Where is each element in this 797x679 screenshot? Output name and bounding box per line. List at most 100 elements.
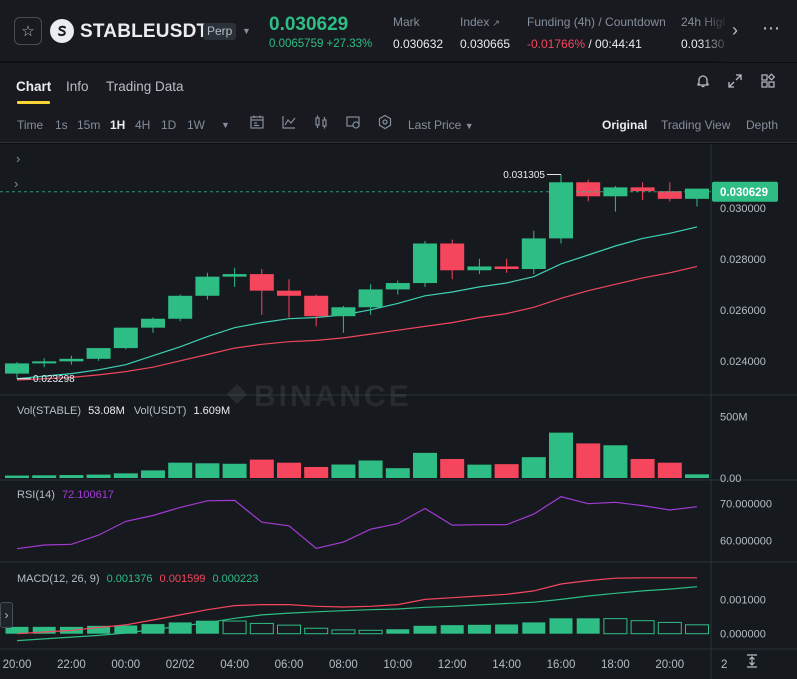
volume-bar [494, 464, 519, 478]
candle-body [113, 327, 138, 349]
candle-body [440, 243, 465, 271]
external-link-icon[interactable]: ↗ [492, 18, 500, 28]
view-trading-view[interactable]: Trading View [661, 118, 731, 132]
timeframe-15m[interactable]: 15m [77, 118, 101, 132]
chart-area[interactable]: BINANCE 0.030629 0.031305 0.023298 0.03000… [0, 144, 797, 679]
timeframe-1s[interactable]: 1s [55, 118, 68, 132]
more-icon[interactable]: ⋯ [762, 18, 781, 38]
price-axis-tick: 0.030000 [720, 203, 766, 215]
volume-bar [222, 463, 247, 478]
candle-body [277, 290, 301, 296]
contract-type-badge: Perp [203, 23, 237, 40]
candle-body [249, 274, 274, 291]
macd-hist-bar [358, 629, 383, 635]
candle [168, 294, 193, 322]
macd-signal-line [16, 586, 698, 642]
tab-info[interactable]: Info [66, 79, 89, 94]
price-type-select[interactable]: Last Price ▼ [408, 118, 474, 132]
view-depth[interactable]: Depth [746, 118, 779, 132]
candle [549, 174, 573, 244]
volume-bar [113, 473, 138, 478]
collapse-chevron-icon[interactable]: › [16, 151, 21, 166]
candle [113, 327, 138, 350]
candle-body [467, 266, 492, 271]
candle-body [549, 182, 573, 239]
time-axis-tick: 06:00 [275, 659, 304, 671]
candle [576, 179, 601, 202]
macd-axis-tick: 0.000000 [720, 629, 766, 641]
candle [86, 348, 111, 361]
time-axis-tick: 08:00 [329, 659, 358, 671]
candle-body [195, 276, 220, 296]
volume-axis-tick: 0.00 [720, 473, 741, 485]
timeframe-more-chevron-icon[interactable]: ▼ [221, 120, 230, 130]
hexagon-settings-icon[interactable] [377, 114, 393, 134]
tab-trading-data[interactable]: Trading Data [106, 79, 184, 94]
kline-chart-svg[interactable]: BINANCE 0.030629 0.031305 0.023298 0.03000… [0, 144, 797, 679]
macd-hist-bar [413, 625, 437, 634]
time-axis-tick: 20:00 [3, 659, 32, 671]
candle-body [5, 363, 29, 374]
symbol-name[interactable]: STABLEUSDT [80, 21, 209, 42]
price-axis-tick: 0.028000 [720, 254, 766, 266]
axis-reset-icon[interactable] [744, 653, 760, 672]
macd-dea-value: 0.001599 [159, 573, 206, 585]
layout-grid-icon[interactable] [760, 73, 776, 94]
calendar-icon[interactable] [249, 114, 265, 134]
volume-bar [59, 475, 84, 478]
macd-hist-bar [141, 624, 165, 634]
macd-hist-bar [467, 624, 491, 634]
candle [385, 280, 410, 295]
view-original[interactable]: Original [602, 118, 648, 132]
candle-body [304, 295, 329, 317]
chevron-down-icon[interactable]: ▼ [242, 26, 251, 36]
bell-icon[interactable] [695, 73, 711, 94]
price-axis-tick: 0.024000 [720, 356, 766, 368]
candle-body [657, 191, 682, 199]
macd-hist-bar [331, 629, 356, 635]
indicator-icon[interactable] [281, 114, 297, 134]
collapse-chevron-icon[interactable]: › [14, 176, 19, 191]
volume-bar [603, 445, 628, 478]
volume-bar [521, 457, 546, 478]
watermark-logo: BINANCE [227, 380, 409, 413]
timeframe-4h[interactable]: 4H [135, 118, 151, 132]
macd-hist-bar [168, 622, 192, 634]
favorite-star-icon[interactable]: ☆ [14, 17, 42, 45]
chart-frame [0, 144, 797, 679]
mark-price-value: 0.030632 [393, 37, 444, 51]
time-axis-tick: 2 [721, 659, 727, 671]
timeframe-1h[interactable]: 1H [110, 118, 126, 132]
funding-label: Funding (4h) / Countdown [527, 15, 666, 29]
macd-hist-value: 0.000223 [212, 573, 259, 585]
ticker-header: ☆ STABLEUSDT Perp ▼ 0.030629 0.0065759 +… [0, 0, 797, 62]
candle [222, 267, 247, 287]
macd-legend: MACD(12, 26, 9) 0.001376 0.001599 0.0002… [17, 573, 258, 585]
expand-icon[interactable] [727, 73, 743, 94]
volume-bar [32, 475, 57, 478]
timeframe-1w[interactable]: 1W [187, 118, 205, 132]
header-right-bg [725, 0, 797, 62]
macd-line [16, 577, 697, 635]
candle [5, 362, 29, 379]
last-price: 0.030629 [269, 14, 349, 35]
candle-body [358, 289, 383, 308]
side-panel-toggle-icon[interactable]: › [0, 602, 13, 628]
timeframe-time[interactable]: Time [17, 118, 44, 132]
candle-body [576, 182, 601, 197]
candle-body [59, 358, 84, 362]
candle-type-icon[interactable] [313, 114, 329, 134]
macd-label: MACD(12, 26, 9) [17, 573, 100, 585]
macd-hist-bar [495, 624, 519, 634]
candle [277, 279, 301, 318]
candle-body [494, 266, 519, 269]
tab-chart[interactable]: Chart [16, 79, 52, 94]
chevron-right-icon[interactable]: › [732, 20, 738, 40]
candle-body [685, 188, 709, 199]
chart-settings-icon[interactable] [345, 114, 361, 134]
candle-body [168, 295, 193, 319]
macd-hist-bar [685, 624, 709, 635]
volume-bar [576, 443, 601, 478]
timeframe-1d[interactable]: 1D [161, 118, 177, 132]
macd-hist-bar [386, 629, 410, 634]
